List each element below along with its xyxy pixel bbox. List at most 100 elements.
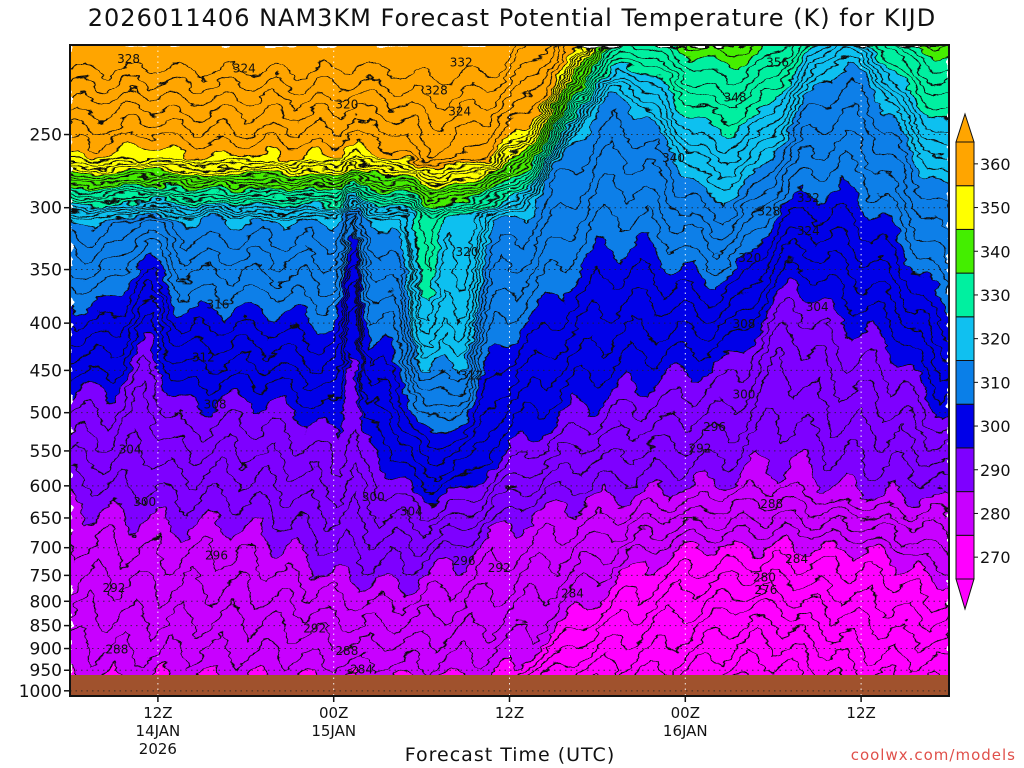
y-tick-label: 300 xyxy=(30,199,62,219)
contour-label: 284 xyxy=(350,662,373,676)
credit-text: coolwx.com/models xyxy=(850,746,1016,764)
y-axis: 250 300 350 400 450 500 550 600 650 700 750 800 850 9… xyxy=(19,126,70,702)
contour-label: 320 xyxy=(738,251,761,265)
theta-isoline-308 xyxy=(70,202,949,449)
colorbar-swatch xyxy=(955,447,975,493)
contour-label: 328 xyxy=(117,52,140,66)
theta-isoline-268 xyxy=(70,627,949,696)
x-tick-label: 15JAN xyxy=(311,722,356,740)
contour-label: 288 xyxy=(335,644,358,658)
theta-isoline-270 xyxy=(70,612,949,696)
contour-label: 276 xyxy=(754,583,777,597)
theta-isoline-300 xyxy=(70,276,949,509)
theta-isoline-310 xyxy=(70,176,949,434)
y-tick-label: 700 xyxy=(30,539,62,559)
contour-label: 328 xyxy=(757,205,780,219)
theta-isoline-306 xyxy=(70,222,949,466)
contour-label: 320 xyxy=(456,245,479,259)
colorbar-swatch xyxy=(955,360,975,405)
y-tick-label: 850 xyxy=(30,617,62,637)
theta-isoline-312 xyxy=(70,153,949,421)
x-tick-label: 12Z xyxy=(143,704,172,722)
colorbar-swatch xyxy=(955,403,975,449)
contour-label: 280 xyxy=(753,571,776,585)
theta-isoline-314 xyxy=(70,128,949,409)
contour-label: 324 xyxy=(797,224,820,238)
theta-isoline-372 xyxy=(70,45,949,89)
theta-isoline-328 xyxy=(70,45,949,321)
contour-label: 304 xyxy=(400,505,423,519)
colorbar-swatch xyxy=(955,228,975,274)
x-tick-label: 16JAN xyxy=(663,722,708,740)
contour-label: 312 xyxy=(192,351,215,365)
theta-isoline-296 xyxy=(70,321,949,538)
y-tick-label: 950 xyxy=(30,661,62,681)
x-tick-label: 12Z xyxy=(846,704,875,722)
contour-label: 348 xyxy=(724,91,747,105)
contour-label: 296 xyxy=(453,554,476,568)
theta-isoline-342 xyxy=(70,45,949,204)
theta-isoline-336 xyxy=(70,45,949,215)
y-tick-label: 900 xyxy=(30,640,62,660)
x-tick-label: 00Z xyxy=(671,704,700,722)
colorbar-label: 310 xyxy=(980,373,1011,392)
contour-label: 292 xyxy=(303,621,326,635)
contour-label: 328 xyxy=(425,83,448,97)
colorbar-label: 330 xyxy=(980,286,1011,305)
theta-isoline-318 xyxy=(70,77,949,386)
y-tick-label: 650 xyxy=(30,509,62,529)
x-tick-label: 2026 xyxy=(139,740,177,758)
chart-title: 2026011406 NAM3KM Forecast Potential Tem… xyxy=(87,4,937,32)
y-tick-label: 400 xyxy=(30,314,62,334)
colorbar-label: 290 xyxy=(980,461,1011,480)
colorbar: 270 280 290 300 310 320 330 340 350 360 xyxy=(955,112,1011,611)
contour-label: 316 xyxy=(207,298,230,312)
theta-isoline-282 xyxy=(70,523,949,676)
contour-label: 288 xyxy=(760,497,783,511)
contour-label: 308 xyxy=(732,317,755,331)
contour-label: 284 xyxy=(785,552,808,566)
contour-label: 356 xyxy=(766,56,789,70)
y-tick-label: 450 xyxy=(30,361,62,381)
contour-label: 332 xyxy=(450,56,473,70)
theta-isoline-364 xyxy=(70,45,949,163)
contour-label: 296 xyxy=(205,549,228,563)
y-tick-label: 550 xyxy=(30,442,62,462)
theta-isoline-368 xyxy=(70,45,949,131)
theta-isoline-292 xyxy=(70,406,949,574)
contour-label: 324 xyxy=(448,104,471,118)
colorbar-swatch xyxy=(955,185,975,230)
theta-isoline-354 xyxy=(70,45,949,181)
x-tick-label: 12Z xyxy=(495,704,524,722)
theta-isoline-294 xyxy=(70,348,949,554)
colorbar-swatch xyxy=(955,534,975,580)
theta-isoline-350 xyxy=(70,45,949,189)
colorbar-label: 320 xyxy=(980,330,1011,349)
y-tick-label: 800 xyxy=(30,592,62,612)
theta-isoline-324 xyxy=(70,49,949,348)
colorbar-swatch xyxy=(955,491,975,536)
colorbar-label: 350 xyxy=(980,199,1011,218)
contour-label: 292 xyxy=(688,442,711,456)
theta-isoline-360 xyxy=(70,45,949,170)
theta-isoline-356 xyxy=(70,45,949,178)
theta-isoline-340 xyxy=(70,45,949,208)
colorbar-swatch xyxy=(955,272,975,318)
colorbar-label: 340 xyxy=(980,242,1011,261)
theta-isoline-320 xyxy=(70,62,949,373)
contour-label: 288 xyxy=(105,642,128,656)
contour-label: 312 xyxy=(460,369,483,383)
theta-isoline-346 xyxy=(70,45,949,196)
x-tick-label: 00Z xyxy=(319,704,348,722)
theta-isoline-290 xyxy=(70,446,949,595)
contour-label: 300 xyxy=(133,495,156,509)
colorbar-label: 270 xyxy=(980,548,1011,567)
theta-isoline-330 xyxy=(70,45,949,303)
contour-label: 304 xyxy=(806,300,829,314)
x-axis-title: Forecast Time (UTC) xyxy=(404,744,616,766)
colorbar-label: 300 xyxy=(980,417,1011,436)
y-tick-label: 350 xyxy=(30,261,62,281)
